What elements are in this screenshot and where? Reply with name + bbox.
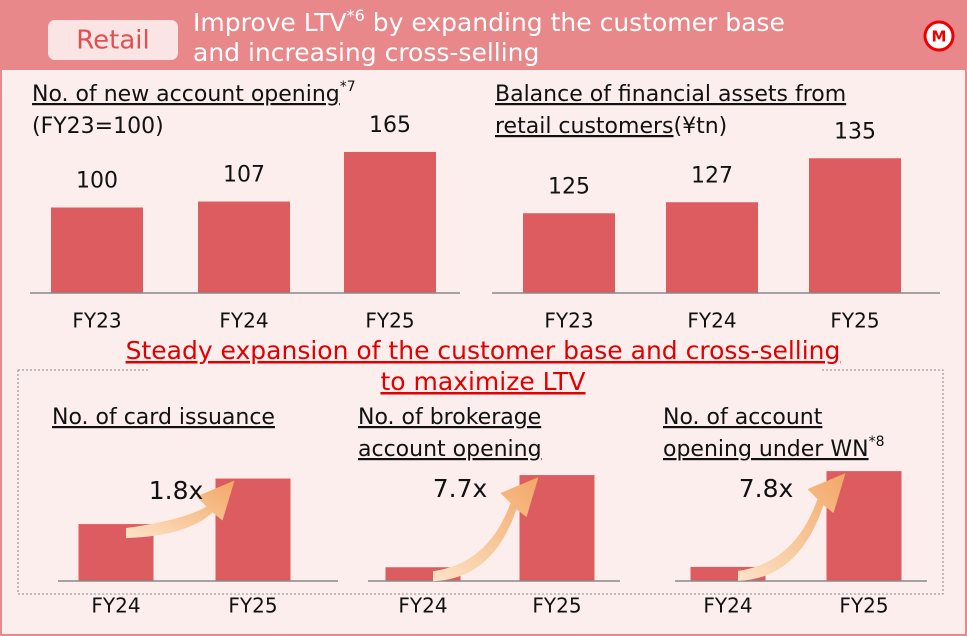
x-tick-label: FY25 [365, 309, 414, 333]
x-tick-label: FY24 [687, 309, 736, 333]
message: to maximize LTV [380, 367, 585, 396]
bar [523, 213, 615, 293]
dotted-box [17, 369, 944, 595]
x-tick-label: FY23 [544, 309, 593, 333]
multiplier: 7.8x [739, 474, 794, 503]
chart-title: No. of brokerage [358, 405, 541, 430]
logo-mark: M [932, 28, 947, 46]
chart-title-text: opening under WN [663, 437, 869, 462]
chart-title: Balance of financial assets from [495, 82, 846, 107]
x-tick-label: FY24 [703, 594, 752, 618]
bar [198, 201, 290, 293]
chart-title-text: retail customers [495, 114, 673, 139]
tag: Retail [76, 26, 149, 56]
x-tick-label: FY25 [532, 594, 581, 618]
value-label: 100 [76, 169, 118, 194]
chart-title-text: account opening [358, 437, 542, 462]
chart-note: *7 [340, 79, 356, 95]
header-title: Improve LTV*6 by expanding the customer … [193, 6, 785, 38]
bar [666, 202, 758, 293]
chart-title: retail customers(¥tn) [495, 114, 727, 139]
x-tick-label: FY25 [839, 594, 888, 618]
bar [51, 207, 143, 293]
chart-title-text: No. of card issuance [52, 405, 275, 430]
x-tick-label: FY24 [219, 309, 268, 333]
chart-note: *8 [869, 434, 885, 450]
chart-title: No. of card issuance [52, 405, 275, 430]
value-label: 125 [548, 174, 590, 199]
header-title-line2: and increasing cross-selling [193, 38, 539, 67]
value-label: 165 [369, 113, 411, 138]
multiplier: 7.7x [433, 474, 488, 503]
chart-title-text: Balance of financial assets from [495, 82, 846, 107]
x-tick-label: FY25 [830, 309, 879, 333]
message-backdrop [150, 335, 820, 397]
chart-title-text: No. of new account opening [32, 82, 340, 107]
chart-unit: (¥tn) [673, 114, 727, 139]
value-label: 107 [223, 163, 265, 188]
chart-title: No. of account [663, 405, 823, 430]
chart-title: No. of new account opening*7 [32, 79, 356, 107]
bar [809, 158, 901, 293]
growth-arrow [433, 477, 539, 582]
chart-title: account opening [358, 437, 542, 462]
x-tick-label: FY24 [398, 594, 447, 618]
value-label: 127 [691, 163, 733, 188]
header-note: *6 [347, 6, 365, 25]
logo [923, 20, 955, 52]
x-tick-label: FY25 [228, 594, 277, 618]
header-title-part: by expanding the customer base [365, 8, 785, 37]
growth-arrow [738, 473, 846, 581]
multiplier: 1.8x [149, 476, 204, 505]
growth-arrow [126, 480, 235, 539]
value-label: 135 [834, 119, 876, 144]
x-tick-label: FY24 [91, 594, 140, 618]
chart-title: opening under WN*8 [663, 434, 884, 462]
chart-title-text: No. of brokerage [358, 405, 541, 430]
header-title-part: Improve LTV [193, 8, 347, 37]
chart-subtitle: (FY23=100) [32, 114, 164, 139]
chart-title-text: No. of account [663, 405, 823, 430]
message: Steady expansion of the customer base an… [126, 336, 841, 365]
bar [344, 151, 436, 293]
x-tick-label: FY23 [72, 309, 121, 333]
tag-box [48, 20, 178, 60]
